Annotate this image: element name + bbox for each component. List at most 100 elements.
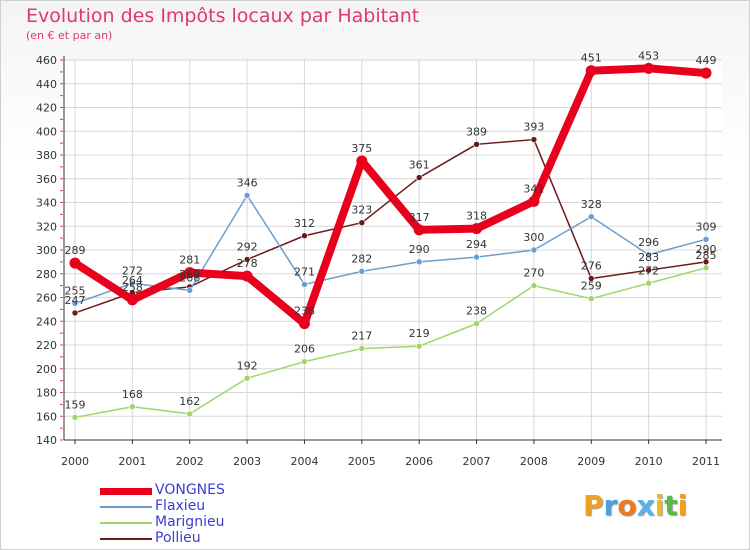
data-label-vongnes: 278	[237, 257, 258, 270]
data-label-flaxieu: 255	[65, 284, 86, 297]
data-point-vongnes	[298, 318, 310, 330]
data-point-marignieu	[530, 282, 538, 289]
data-point-pollieu	[358, 219, 366, 226]
data-point-marignieu	[587, 295, 595, 302]
legend-label: Pollieu	[155, 530, 201, 546]
data-point-vongnes	[643, 62, 655, 74]
data-point-pollieu	[587, 275, 595, 282]
logo-letter: r	[603, 489, 618, 522]
data-point-flaxieu	[71, 300, 79, 307]
data-point-flaxieu	[530, 246, 538, 254]
data-label-marignieu: 219	[409, 327, 430, 340]
y-tick-label: 440	[36, 78, 57, 91]
y-tick-label: 360	[36, 173, 57, 186]
data-point-marignieu	[358, 345, 366, 352]
y-tick-label: 200	[36, 363, 57, 376]
data-point-flaxieu	[358, 268, 366, 275]
data-label-marignieu: 206	[294, 343, 315, 356]
data-point-pollieu	[473, 141, 480, 148]
x-tick-label: 2010	[635, 455, 663, 468]
data-label-flaxieu: 346	[237, 176, 258, 189]
data-point-marignieu	[473, 320, 480, 327]
data-point-vongnes	[413, 224, 425, 236]
data-point-flaxieu	[415, 258, 423, 266]
data-label-marignieu: 168	[122, 388, 143, 401]
data-label-pollieu: 361	[409, 159, 430, 172]
x-tick-label: 2002	[176, 455, 204, 468]
data-point-marignieu	[129, 403, 136, 411]
data-point-flaxieu	[301, 281, 308, 288]
data-point-pollieu	[301, 232, 308, 240]
data-point-marignieu	[702, 264, 710, 272]
chart-title: Evolution des Impôts locaux par Habitant	[26, 5, 420, 27]
x-tick-label: 2006	[405, 455, 433, 468]
y-tick-label: 380	[36, 149, 57, 162]
data-point-flaxieu	[473, 253, 480, 261]
data-label-marignieu: 162	[179, 395, 200, 408]
data-point-marignieu	[645, 279, 652, 287]
data-label-marignieu: 285	[696, 249, 717, 262]
logo-letter: P	[583, 489, 604, 522]
data-label-flaxieu: 290	[409, 243, 430, 256]
data-label-vongnes: 317	[409, 211, 430, 224]
legend-swatch-flaxieu	[100, 506, 152, 508]
data-label-pollieu: 292	[237, 241, 258, 254]
y-tick-label: 420	[36, 102, 57, 115]
data-point-vongnes	[700, 67, 712, 79]
data-point-marignieu	[186, 410, 194, 418]
data-point-flaxieu	[645, 251, 652, 259]
y-tick-label: 240	[36, 315, 57, 328]
data-point-vongnes	[356, 155, 368, 167]
data-label-vongnes: 451	[581, 52, 602, 65]
data-label-vongnes: 238	[294, 305, 315, 318]
y-tick-label: 180	[36, 387, 57, 400]
data-label-pollieu: 247	[65, 294, 86, 307]
x-tick-label: 2000	[61, 455, 89, 468]
data-label-vongnes: 449	[696, 54, 717, 67]
data-label-pollieu: 393	[523, 121, 544, 134]
data-label-marignieu: 272	[638, 264, 659, 277]
chart-subtitle: (en € et par an)	[26, 29, 113, 42]
data-point-flaxieu	[186, 287, 194, 294]
data-point-marignieu	[301, 358, 308, 365]
y-tick-label: 140	[36, 434, 57, 447]
data-label-marignieu: 259	[581, 280, 602, 293]
x-tick-label: 2001	[118, 455, 146, 468]
data-label-flaxieu: 300	[523, 231, 544, 244]
data-label-flaxieu: 271	[294, 265, 315, 278]
data-point-pollieu	[415, 174, 423, 181]
data-label-marignieu: 270	[523, 267, 544, 280]
x-tick-label: 2003	[233, 455, 261, 468]
data-point-vongnes	[471, 223, 483, 235]
data-point-vongnes	[126, 294, 138, 306]
data-point-pollieu	[71, 309, 79, 317]
data-point-vongnes	[69, 257, 81, 269]
data-label-vongnes: 289	[65, 244, 86, 257]
x-tick-label: 2007	[463, 455, 491, 468]
y-tick-label: 260	[36, 292, 57, 305]
data-point-pollieu	[243, 256, 251, 263]
y-tick-label: 160	[36, 410, 57, 423]
logo-letter: o	[617, 489, 637, 522]
data-point-marignieu	[415, 342, 423, 350]
data-point-flaxieu	[129, 279, 136, 287]
legend-label: Flaxieu	[155, 498, 206, 514]
data-label-flaxieu: 309	[696, 220, 717, 233]
data-point-flaxieu	[243, 192, 251, 199]
data-label-vongnes: 258	[122, 281, 143, 294]
logo-letter: i	[677, 489, 688, 522]
data-point-vongnes	[528, 195, 540, 207]
data-point-flaxieu	[702, 236, 710, 243]
logo-letter: i	[654, 489, 665, 522]
data-label-flaxieu: 266	[179, 271, 200, 284]
data-label-pollieu: 312	[294, 217, 315, 230]
data-label-pollieu: 389	[466, 125, 487, 138]
data-label-pollieu: 290	[696, 243, 717, 256]
legend-swatch-vongnes	[100, 488, 152, 495]
series-line-marignieu	[74, 267, 707, 419]
data-label-flaxieu: 282	[351, 252, 372, 265]
data-label-marignieu: 159	[65, 398, 86, 411]
legend-label: VONGNES	[155, 482, 225, 498]
data-label-flaxieu: 294	[466, 238, 487, 251]
